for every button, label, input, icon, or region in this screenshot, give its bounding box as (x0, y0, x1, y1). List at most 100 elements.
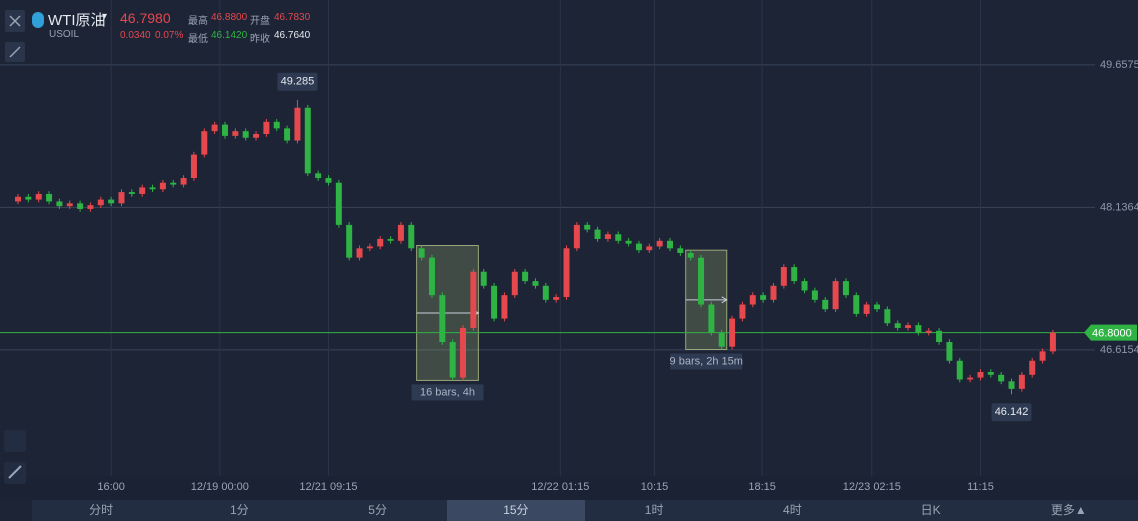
candle-body (729, 318, 736, 347)
candle-body (242, 131, 249, 138)
symbol-icon (32, 12, 44, 28)
indicator-button[interactable] (4, 430, 26, 452)
candle-body (1008, 381, 1015, 389)
candle-body (460, 327, 467, 378)
candle-body (822, 299, 829, 310)
candle-body (170, 182, 177, 185)
candle-body (863, 304, 870, 314)
candle-body (397, 224, 404, 241)
low: 46.1420 (211, 30, 248, 41)
candle-body (708, 304, 715, 333)
candle-body (1018, 374, 1025, 389)
x-tick-label: 11:15 (967, 481, 994, 493)
timeframe-bar: 分时 1分 5分 15分 1时 4时 日K 更多▲ (32, 500, 1138, 521)
timeframe-tab[interactable]: 15分 (446, 500, 585, 521)
x-tick-label: 10:15 (641, 481, 669, 493)
candle-body (625, 240, 632, 244)
timeframe-tab[interactable]: 1时 (644, 503, 664, 517)
candle-body (687, 252, 694, 258)
candle-body (449, 342, 456, 378)
candle-body (273, 121, 280, 129)
header: WTI原油 ▾ USOIL 46.7980 0.0340 0.07% 最高 46… (0, 0, 330, 45)
symbol[interactable]: WTI原油 (48, 12, 106, 29)
candle-body (998, 374, 1005, 382)
candle-body (253, 133, 260, 138)
open: 46.7830 (274, 12, 311, 23)
candle-body (604, 234, 611, 239)
low-marker-bg (991, 403, 1032, 422)
low-marker: 46.142 (995, 406, 1029, 418)
candle-body (87, 205, 94, 209)
candle-body (635, 243, 642, 251)
candle-body (677, 248, 684, 253)
candle-body (97, 199, 104, 206)
candle-body (1049, 332, 1056, 352)
candle-body (35, 193, 42, 200)
candle-body (56, 201, 63, 207)
candle-body (936, 330, 943, 343)
candle-body (46, 193, 53, 202)
candle-body (366, 246, 373, 249)
high-label: 最高 (188, 16, 208, 27)
candle-body (201, 131, 208, 155)
candle-body (335, 182, 342, 225)
candle-body (77, 203, 84, 209)
draw-icon (8, 465, 22, 479)
candle-body (15, 196, 22, 202)
candle-body (832, 281, 839, 310)
candle-body (739, 304, 746, 319)
x-tick-label: 12/21 09:15 (299, 481, 357, 493)
range-label: 9 bars, 2h 15m (670, 355, 743, 367)
open-label: 开盘 (250, 16, 270, 27)
timeframe-tab[interactable]: 分时 (89, 503, 114, 517)
candle-body (853, 295, 860, 314)
candle-body (553, 297, 560, 300)
x-tick-label: 18:15 (748, 481, 776, 493)
candle-body (522, 271, 529, 282)
x-tick-label: 12/23 02:15 (843, 481, 901, 493)
timeframe-tab[interactable]: 日K (920, 503, 941, 517)
timeframe-tab[interactable]: 更多▲ (1050, 503, 1087, 517)
candle-body (656, 240, 663, 247)
code: USOIL (49, 29, 80, 40)
candle-body (615, 234, 622, 241)
candle-body (470, 271, 477, 328)
prev: 46.7640 (274, 30, 311, 41)
candle-body (925, 330, 932, 333)
candle-body (408, 224, 415, 249)
candle-body (956, 360, 963, 380)
candle-body (128, 192, 135, 194)
candle-body (377, 238, 384, 247)
chart: 49.6575 48.1364 46.6154 16:00 12/19 00:00 12/… (0, 0, 1138, 493)
candle-body (325, 178, 332, 183)
candle-body (511, 271, 518, 296)
candle-body (294, 107, 301, 141)
tool-icon (9, 46, 21, 58)
timeframe-tab[interactable]: 4时 (783, 503, 802, 517)
candle-body (501, 295, 508, 319)
candle-body (304, 107, 311, 174)
candle-body (190, 154, 197, 179)
candle-body (491, 285, 498, 319)
candle-body (667, 240, 674, 249)
price-tag (1084, 324, 1137, 341)
candle-body (159, 182, 166, 190)
range-arrowhead (721, 296, 728, 304)
range-label-bg (670, 353, 743, 370)
x-tick-label: 12/22 01:15 (531, 481, 589, 493)
candle-body (905, 325, 912, 328)
candle-body (532, 281, 539, 286)
x-tick-label: 12/19 00:00 (191, 481, 249, 493)
dropdown[interactable]: ▾ (102, 11, 108, 22)
candle-body (139, 187, 146, 194)
range-label: 16 bars, 4h (420, 386, 475, 398)
candle-body (894, 323, 901, 328)
timeframe-tab[interactable]: 5分 (368, 503, 387, 517)
candle-body (646, 246, 653, 251)
candle-body (346, 224, 353, 258)
timeframe-tab[interactable]: 1分 (230, 503, 249, 517)
candle-body (563, 248, 570, 298)
y-tick-label: 48.1364 (1100, 201, 1138, 213)
change: 0.0340 (120, 30, 151, 41)
